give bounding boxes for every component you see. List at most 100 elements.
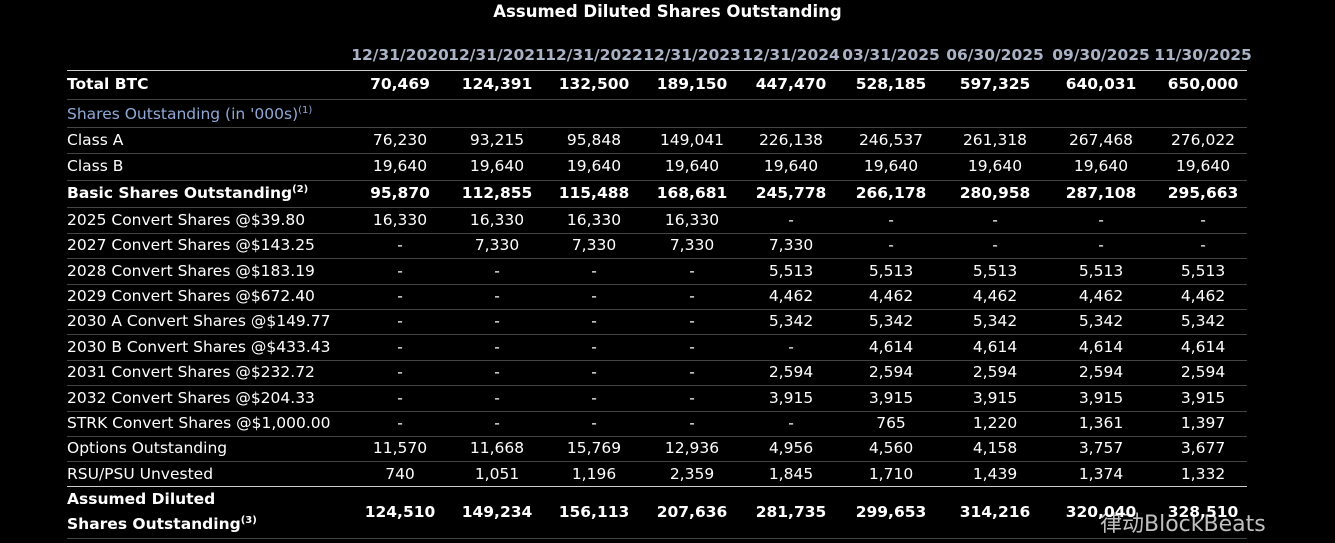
cell: 4,158 (972, 439, 1018, 457)
cell: 19,640 (372, 157, 428, 175)
cell: 19,640 (469, 157, 525, 175)
cell: 1,710 (868, 465, 914, 483)
cell: 2,594 (1180, 363, 1226, 381)
cell: - (1098, 211, 1104, 229)
label-text: Class B (67, 157, 124, 175)
label-text: 2030 B Convert Shares @$433.43 (67, 338, 331, 356)
cell: - (888, 211, 894, 229)
cell: 5,342 (972, 312, 1018, 330)
cell: 4,614 (972, 338, 1018, 356)
column-header: 12/31/2023 (643, 46, 741, 64)
cell: 1,374 (1078, 465, 1124, 483)
column-header: 06/30/2025 (946, 46, 1044, 64)
cell: 16,330 (469, 211, 525, 229)
cell: - (397, 414, 403, 432)
cell: 320,040 (1065, 503, 1137, 521)
column-header: 09/30/2025 (1052, 46, 1150, 64)
row-rule (67, 99, 1247, 100)
cell: 4,462 (1180, 287, 1226, 305)
cell: 115,488 (558, 184, 630, 202)
cell: 447,470 (755, 75, 827, 93)
cell: - (494, 312, 500, 330)
cell: 3,757 (1078, 439, 1124, 457)
cell: 5,513 (868, 262, 914, 280)
cell: - (591, 389, 597, 407)
cell: 5,342 (1180, 312, 1226, 330)
cell: 597,325 (959, 75, 1031, 93)
row-rule (67, 360, 1247, 361)
cell: - (494, 389, 500, 407)
cell: 95,870 (370, 184, 430, 202)
row-label: Class B (67, 157, 123, 175)
cell: - (397, 262, 403, 280)
cell: 19,640 (566, 157, 622, 175)
row-label: Total BTC (67, 75, 149, 93)
cell: 226,138 (758, 131, 824, 149)
row-rule (67, 309, 1247, 310)
row-label: RSU/PSU Unvested (67, 465, 213, 483)
label-text: 2031 Convert Shares @$232.72 (67, 363, 315, 381)
row-label: 2028 Convert Shares @$183.19 (67, 262, 315, 280)
label-text: 2030 A Convert Shares @$149.77 (67, 312, 331, 330)
cell: 3,677 (1180, 439, 1226, 457)
column-header: 12/31/2020 (351, 46, 449, 64)
row-label: 2029 Convert Shares @$672.40 (67, 287, 315, 305)
cell: 4,462 (1078, 287, 1124, 305)
title: Assumed Diluted Shares Outstanding (493, 2, 842, 21)
cell: 1,332 (1180, 465, 1226, 483)
row-rule (67, 436, 1247, 437)
row-label: 2030 A Convert Shares @$149.77 (67, 312, 330, 330)
column-header: 12/31/2022 (545, 46, 643, 64)
cell: - (591, 312, 597, 330)
cell: - (397, 312, 403, 330)
row-label: 2025 Convert Shares @$39.80 (67, 211, 305, 229)
row-rule (67, 486, 1247, 487)
row-rule (67, 233, 1247, 234)
label-text: 2029 Convert Shares @$672.40 (67, 287, 315, 305)
column-header: 12/31/2024 (742, 46, 840, 64)
cell: 650,000 (1167, 75, 1239, 93)
cell: 5,513 (972, 262, 1018, 280)
cell: 1,845 (768, 465, 814, 483)
cell: 299,653 (855, 503, 927, 521)
cell: 19,640 (1073, 157, 1129, 175)
cell: 287,108 (1065, 184, 1137, 202)
row-label: 2027 Convert Shares @$143.25 (67, 236, 315, 254)
cell: 149,234 (461, 503, 533, 521)
cell: 5,513 (1180, 262, 1226, 280)
cell: 19,640 (763, 157, 819, 175)
cell: 19,640 (967, 157, 1023, 175)
cell: 7,330 (474, 236, 520, 254)
cell: 5,342 (1078, 312, 1124, 330)
cell: 4,560 (868, 439, 914, 457)
cell: 2,359 (669, 465, 715, 483)
row-rule (67, 153, 1247, 154)
cell: - (689, 338, 695, 356)
footnote: (3) (240, 514, 257, 526)
cell: 5,342 (768, 312, 814, 330)
column-header: 12/31/2021 (448, 46, 546, 64)
cell: 267,468 (1068, 131, 1134, 149)
row-rule (67, 411, 1247, 412)
cell: - (992, 236, 998, 254)
cell: 4,956 (768, 439, 814, 457)
cell: 93,215 (469, 131, 525, 149)
cell: 15,769 (566, 439, 622, 457)
cell: - (689, 312, 695, 330)
footnote: (1) (298, 104, 313, 116)
row-label: Basic Shares Outstanding(2) (67, 184, 308, 202)
cell: 112,855 (461, 184, 533, 202)
cell: - (494, 338, 500, 356)
cell: 132,500 (558, 75, 630, 93)
cell: - (397, 338, 403, 356)
cell: - (689, 414, 695, 432)
cell: 2,594 (1078, 363, 1124, 381)
cell: 12,936 (664, 439, 720, 457)
header-rule (67, 70, 1247, 71)
cell: 124,391 (461, 75, 533, 93)
cell: 1,220 (972, 414, 1018, 432)
cell: - (591, 414, 597, 432)
cell: 1,361 (1078, 414, 1124, 432)
label-text: 2032 Convert Shares @$204.33 (67, 389, 315, 407)
cell: 7,330 (669, 236, 715, 254)
